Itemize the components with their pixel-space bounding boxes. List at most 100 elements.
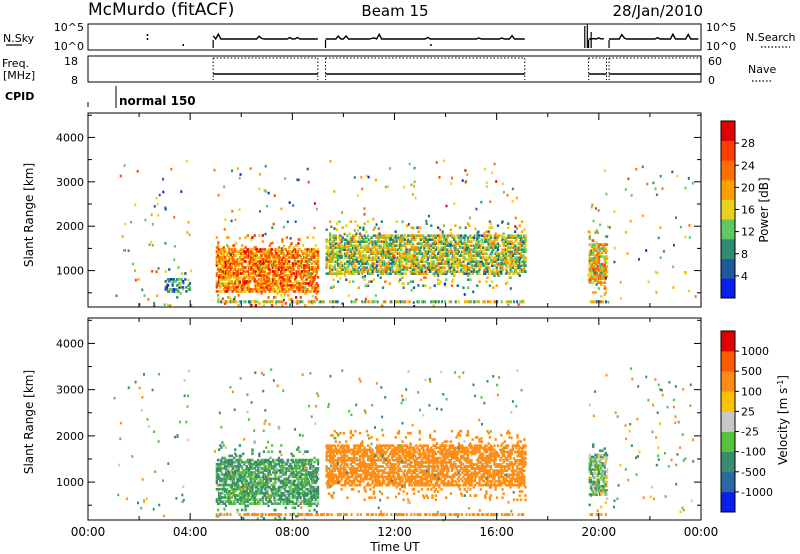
- range-gate-cell: [630, 194, 633, 197]
- range-gate-cell: [303, 485, 306, 489]
- range-gate-cell: [516, 234, 519, 237]
- range-gate-cell: [306, 236, 309, 239]
- range-gate-cell: [501, 264, 504, 267]
- range-gate-cell: [438, 234, 441, 237]
- range-gate-cell: [299, 487, 302, 491]
- range-gate-cell: [267, 268, 270, 271]
- range-gate-cell: [417, 230, 420, 233]
- range-gate-cell: [400, 258, 403, 261]
- range-gate-cell: [346, 252, 349, 255]
- range-gate-cell: [259, 460, 262, 464]
- range-gate-cell: [509, 256, 512, 259]
- range-gate-cell: [170, 278, 173, 281]
- range-gate-cell: [514, 234, 517, 237]
- range-gate-cell: [588, 275, 591, 278]
- range-gate-cell: [437, 260, 440, 263]
- range-gate-cell: [434, 242, 437, 245]
- range-gate-cell: [267, 288, 270, 291]
- range-gate-cell: [274, 282, 277, 285]
- range-gate-cell: [311, 282, 314, 285]
- range-gate-cell: [489, 236, 493, 239]
- range-gate-cell: [339, 248, 342, 251]
- range-gate-cell: [251, 498, 254, 501]
- range-gate-cell: [237, 475, 240, 478]
- range-gate-cell: [288, 266, 291, 269]
- ground-scatter-cell: [399, 300, 402, 304]
- ground-scatter-cell: [416, 300, 419, 304]
- range-gate-cell: [153, 205, 156, 208]
- range-gate-cell: [232, 276, 236, 279]
- range-gate-cell: [254, 252, 258, 255]
- range-gate-cell: [237, 262, 240, 265]
- range-gate-cell: [327, 258, 331, 261]
- range-gate-cell: [410, 288, 413, 292]
- range-gate-cell: [331, 272, 334, 275]
- range-gate-cell: [441, 234, 444, 237]
- range-gate-cell: [353, 246, 356, 249]
- range-gate-cell: [298, 238, 301, 241]
- range-gate-cell: [407, 223, 410, 226]
- range-gate-cell: [380, 234, 383, 237]
- range-gate-cell: [488, 232, 491, 236]
- range-gate-cell: [234, 248, 237, 251]
- range-gate-cell: [187, 284, 190, 287]
- range-gate-cell: [509, 246, 512, 249]
- range-gate-cell: [297, 465, 300, 468]
- range-gate-cell: [235, 494, 238, 497]
- range-gate-cell: [293, 506, 297, 510]
- range-gate-cell: [453, 236, 456, 239]
- range-gate-cell: [501, 256, 504, 259]
- range-gate-cell: [593, 257, 596, 260]
- range-gate-cell: [313, 288, 316, 291]
- range-gate-cell: [230, 492, 233, 495]
- range-gate-cell: [312, 467, 315, 470]
- range-gate-cell: [360, 250, 363, 253]
- range-gate-cell: [334, 268, 337, 271]
- range-gate-cell: [422, 258, 425, 261]
- range-gate-cell: [426, 240, 429, 243]
- range-gate-cell: [215, 473, 218, 476]
- range-gate-cell: [414, 254, 417, 257]
- range-gate-cell: [307, 496, 310, 499]
- ground-scatter-cell: [508, 300, 511, 304]
- range-gate-cell: [432, 246, 435, 249]
- range-gate-cell: [246, 284, 249, 287]
- range-gate-cell: [385, 254, 388, 257]
- range-gate-cell: [443, 248, 447, 251]
- range-gate-cell: [218, 494, 221, 497]
- range-gate-cell: [334, 242, 337, 245]
- range-gate-cell: [268, 481, 271, 485]
- range-gate-cell: [284, 290, 287, 293]
- range-gate-cell: [232, 288, 236, 291]
- range-gate-cell: [232, 460, 236, 464]
- range-gate-cell: [237, 290, 240, 293]
- range-gate-cell: [440, 236, 443, 239]
- range-gate-cell: [605, 265, 609, 268]
- range-gate-cell: [253, 496, 256, 499]
- range-gate-cell: [258, 492, 261, 495]
- range-gate-cell: [497, 270, 501, 273]
- range-gate-cell: [272, 485, 275, 489]
- range-gate-cell: [227, 477, 230, 481]
- range-gate-cell: [246, 250, 249, 253]
- range-gate-cell: [520, 270, 524, 273]
- ground-scatter-cell: [301, 300, 304, 304]
- range-gate-cell: [371, 244, 374, 247]
- range-gate-cell: [224, 258, 228, 261]
- range-gate-cell: [488, 226, 491, 229]
- range-gate-cell: [268, 498, 271, 501]
- ground-scatter-cell: [376, 300, 379, 304]
- range-gate-cell: [523, 262, 526, 265]
- range-gate-cell: [492, 258, 495, 261]
- range-gate-cell: [453, 266, 456, 269]
- range-gate-cell: [316, 286, 320, 289]
- range-gate-cell: [148, 243, 151, 246]
- range-gate-cell: [516, 248, 519, 251]
- range-gate-cell: [269, 242, 272, 245]
- range-gate-cell: [338, 236, 341, 239]
- range-gate-cell: [226, 266, 229, 269]
- range-gate-cell: [247, 469, 251, 472]
- range-gate-cell: [435, 256, 439, 259]
- range-gate-cell: [299, 288, 302, 291]
- range-gate-cell: [363, 240, 366, 243]
